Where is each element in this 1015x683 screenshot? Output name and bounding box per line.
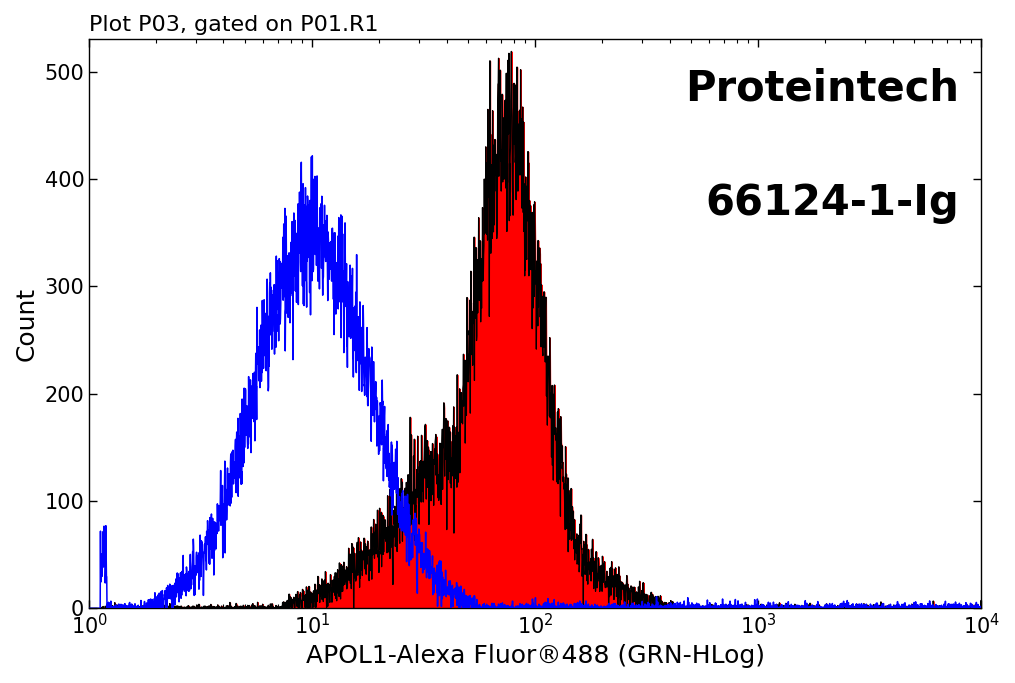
Text: 66124-1-Ig: 66124-1-Ig [705, 182, 959, 223]
Text: Proteintech: Proteintech [685, 68, 959, 110]
Text: Plot P03, gated on P01.R1: Plot P03, gated on P01.R1 [89, 15, 379, 35]
Y-axis label: Count: Count [15, 287, 39, 361]
X-axis label: APOL1-Alexa Fluor®488 (GRN-HLog): APOL1-Alexa Fluor®488 (GRN-HLog) [306, 644, 764, 668]
